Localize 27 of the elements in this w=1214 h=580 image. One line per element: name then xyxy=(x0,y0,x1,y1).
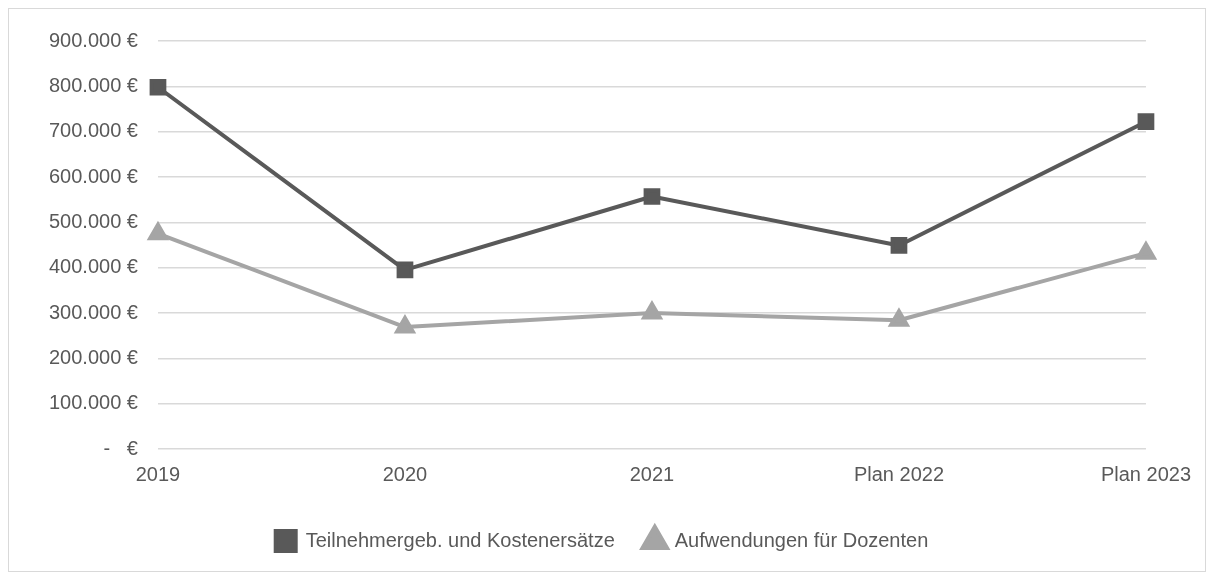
legend-label: Aufwendungen für Dozenten xyxy=(674,528,929,551)
y-tick-label: 600.000 € xyxy=(48,164,138,187)
x-tick-label: 2019 xyxy=(135,462,181,485)
y-tick-label: 100.000 € xyxy=(48,391,138,414)
y-tick-label: 400.000 € xyxy=(48,255,138,278)
point xyxy=(149,78,167,96)
x-tick-label: 2020 xyxy=(382,462,428,485)
y-tick-label: 700.000 € xyxy=(48,119,138,142)
x-tick-label: Plan 2022 xyxy=(853,462,944,485)
point xyxy=(890,237,908,254)
point xyxy=(889,309,909,327)
y-tick-label: 200.000 € xyxy=(48,345,138,368)
point xyxy=(642,302,662,320)
point xyxy=(148,222,168,241)
y-tick-label: 500.000 € xyxy=(48,209,138,232)
y-tick-label: 800.000 € xyxy=(48,73,138,96)
point xyxy=(1136,242,1156,260)
y-tick-label: - € xyxy=(103,436,138,459)
y-tick-label: 900.000 € xyxy=(48,28,138,51)
point xyxy=(1137,113,1155,131)
point xyxy=(643,188,661,205)
legend-label: Teilnehmergeb. und Kostenersätze xyxy=(305,528,615,551)
y-tick-label: 300.000 € xyxy=(48,300,138,323)
point xyxy=(396,261,414,279)
x-tick-label: Plan 2023 xyxy=(1100,462,1191,485)
point xyxy=(395,316,415,334)
x-tick-label: 2021 xyxy=(629,462,675,485)
